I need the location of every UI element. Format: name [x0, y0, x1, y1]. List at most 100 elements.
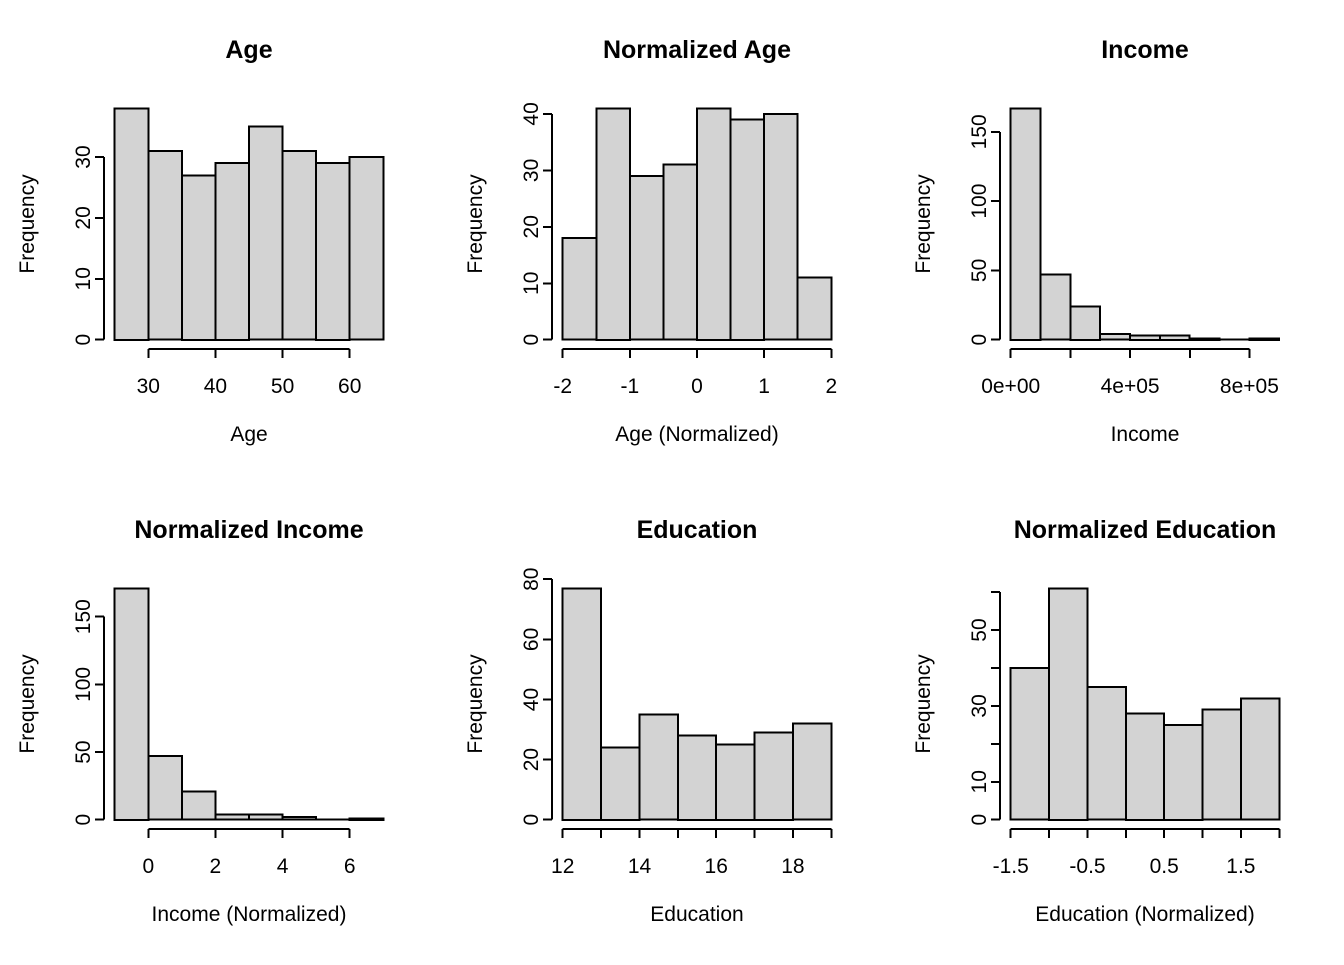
histogram-bar — [1048, 587, 1089, 821]
x-tick-label: 2 — [210, 855, 222, 878]
y-tick-label: 60 — [520, 628, 543, 651]
x-tick-label: 0 — [691, 375, 703, 398]
y-tick-label: 20 — [520, 215, 543, 238]
histogram-bar — [113, 587, 150, 821]
histogram-svg: -1.5 -0.5 0.5 1.5 0 10 30 50 Normalized Educatio… — [896, 480, 1344, 960]
histogram-bar — [113, 107, 150, 341]
x-tick-label: -0.5 — [1069, 855, 1105, 878]
y-tick-label: 150 — [72, 599, 95, 634]
panel-normalized-age-histogram: -2 -1 0 1 2 0 10 20 30 40 Normalized Age Age (Norma… — [448, 0, 896, 480]
histogram-bar — [662, 163, 698, 341]
histogram-bar — [1158, 334, 1191, 341]
histogram-bar — [1009, 107, 1042, 341]
histogram-bar — [763, 112, 799, 341]
x-tick-label: 1.5 — [1226, 855, 1255, 878]
histogram-bar — [638, 713, 679, 821]
histogram-bar — [214, 162, 250, 341]
y-axis-title: Frequency — [912, 174, 935, 274]
y-tick-label: 80 — [520, 568, 543, 591]
y-tick-label: 150 — [968, 114, 991, 149]
x-tick-label: 4 — [277, 855, 289, 878]
histogram-bar — [1129, 334, 1161, 341]
x-tick-label: 1 — [758, 375, 770, 398]
histogram-bar — [1069, 305, 1102, 341]
histogram-bar — [753, 731, 794, 821]
y-axis-title: Frequency — [912, 654, 935, 754]
y-tick-label: 0 — [968, 334, 991, 346]
histogram-bar — [348, 156, 385, 341]
histogram-bar — [628, 175, 665, 341]
y-tick-label: 0 — [968, 814, 991, 826]
x-tick-label: 4e+05 — [1101, 375, 1160, 398]
histogram-bar — [1163, 723, 1204, 821]
histogram-bar — [147, 149, 183, 341]
y-tick-label: 50 — [72, 740, 95, 763]
histogram-bar — [1009, 666, 1051, 821]
y-tick-label: 0 — [72, 334, 95, 346]
x-axis-title: Education (Normalized) — [1035, 903, 1254, 926]
y-tick-label: 100 — [72, 667, 95, 702]
histogram-bar — [715, 743, 756, 821]
y-axis-title: Frequency — [464, 654, 487, 754]
x-tick-label: -1 — [621, 375, 640, 398]
x-tick-label: 8e+05 — [1220, 375, 1279, 398]
histogram-bar — [180, 790, 217, 821]
histogram-svg: 30 40 50 60 0 10 20 30 Age Age Frequency — [0, 0, 448, 480]
histogram-bar — [248, 125, 284, 341]
y-tick-label: 30 — [520, 159, 543, 182]
histogram-bar — [214, 813, 250, 821]
y-tick-label: 10 — [968, 770, 991, 793]
histogram-bar — [561, 587, 603, 821]
y-tick-label: 30 — [968, 694, 991, 717]
y-tick-label: 40 — [520, 688, 543, 711]
x-tick-label: 14 — [628, 855, 652, 878]
x-tick-label: 16 — [705, 855, 728, 878]
histogram-bar — [696, 107, 732, 341]
x-tick-label: 6 — [344, 855, 356, 878]
y-tick-label: 100 — [968, 184, 991, 219]
histogram-bar — [729, 118, 766, 341]
x-tick-label: -1.5 — [993, 855, 1029, 878]
x-tick-label: 0 — [142, 855, 154, 878]
histogram-bar — [180, 174, 217, 341]
y-tick-label: 10 — [520, 272, 543, 295]
histogram-bar — [796, 276, 833, 341]
histogram-bar — [1039, 273, 1072, 341]
histogram-svg: 12 14 16 18 0 20 40 60 80 Education Education Frequ… — [448, 480, 896, 960]
chart-title: Normalized Income — [134, 516, 363, 544]
x-tick-label: 60 — [338, 375, 361, 398]
panel-normalized-income-histogram: 0 2 4 6 0 50 100 150 Normalized Income Income (No… — [0, 480, 448, 960]
histogram-bar — [600, 746, 641, 821]
x-tick-label: 18 — [781, 855, 804, 878]
y-tick-label: 30 — [72, 145, 95, 168]
histogram-bar — [248, 813, 284, 821]
x-tick-label: 40 — [204, 375, 227, 398]
y-tick-label: 10 — [72, 267, 95, 290]
histogram-bar — [561, 237, 598, 341]
panel-education-histogram: 12 14 16 18 0 20 40 60 80 Education Education Frequ… — [448, 480, 896, 960]
panel-normalized-education-histogram: -1.5 -0.5 0.5 1.5 0 10 30 50 Normalized Educatio… — [896, 480, 1344, 960]
y-tick-label: 0 — [520, 334, 543, 346]
histogram-bar — [147, 755, 183, 821]
histogram-bar — [1099, 333, 1131, 341]
y-axis-title: Frequency — [464, 174, 487, 274]
x-axis-title: Age (Normalized) — [615, 423, 778, 446]
x-tick-label: 12 — [551, 855, 574, 878]
y-tick-label: 40 — [520, 102, 543, 125]
x-tick-label: -2 — [553, 375, 572, 398]
y-tick-label: 50 — [968, 618, 991, 641]
chart-title: Normalized Age — [603, 36, 791, 64]
histogram-bar — [791, 722, 833, 821]
panel-age-histogram: 30 40 50 60 0 10 20 30 Age Age Frequency — [0, 0, 448, 480]
y-tick-label: 50 — [968, 259, 991, 282]
y-tick-label: 20 — [520, 748, 543, 771]
x-tick-label: 0e+00 — [981, 375, 1040, 398]
y-tick-label: 0 — [72, 814, 95, 826]
histogram-bar — [281, 816, 318, 821]
histogram-bar — [1239, 697, 1281, 821]
x-tick-label: 2 — [825, 375, 837, 398]
histogram-svg: 0e+00 4e+05 8e+05 0 50 100 150 Income Income Freq… — [896, 0, 1344, 480]
histogram-bar — [1188, 337, 1221, 341]
